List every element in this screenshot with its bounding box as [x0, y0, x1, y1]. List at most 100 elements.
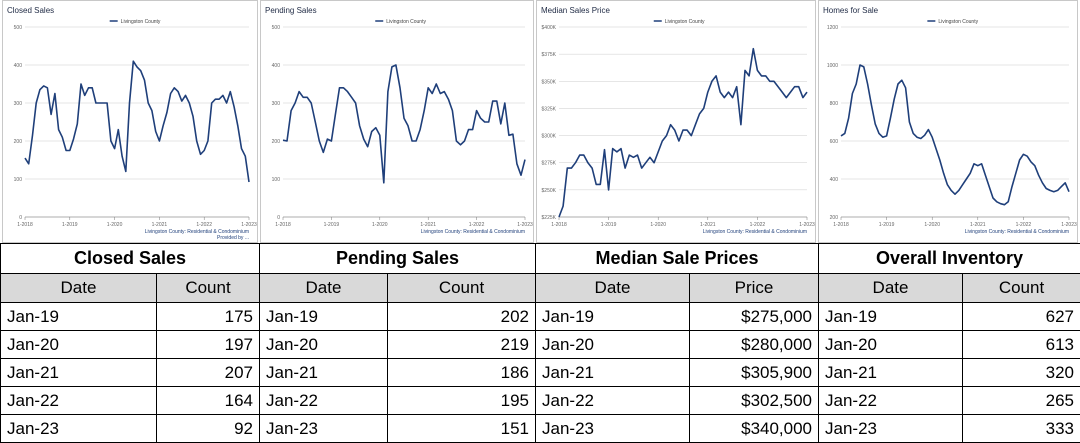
value-cell: 202 [388, 303, 536, 331]
date-cell: Jan-21 [260, 359, 388, 387]
value-cell: $340,000 [690, 415, 819, 443]
column-header: Date [819, 274, 963, 303]
chart-title: Pending Sales [265, 6, 317, 15]
section-title-row: Closed Sales Pending Sales Median Sale P… [1, 244, 1080, 274]
value-cell: 164 [157, 387, 260, 415]
source-note: Livingston County: Residential & Condomi… [421, 229, 525, 235]
date-cell: Jan-22 [819, 387, 963, 415]
y-tick-label: $225K [542, 215, 557, 221]
chart-title: Homes for Sale [823, 6, 879, 15]
table-row: Jan-20 197 Jan-20 219 Jan-20 $280,000 Ja… [1, 331, 1080, 359]
column-header: Price [690, 274, 819, 303]
date-cell: Jan-19 [819, 303, 963, 331]
y-tick-label: $300K [542, 134, 557, 140]
column-header: Date [260, 274, 388, 303]
y-tick-label: $350K [542, 79, 557, 85]
x-tick-label: 1-2018 [17, 222, 33, 228]
value-cell: 197 [157, 331, 260, 359]
source-note: Livingston County: Residential & Condomi… [703, 229, 807, 235]
column-header: Count [388, 274, 536, 303]
y-tick-label: $250K [542, 188, 557, 194]
y-tick-label: 200 [14, 139, 23, 145]
column-header-row: Date Count Date Count Date Price Date Co… [1, 274, 1080, 303]
value-cell: $302,500 [690, 387, 819, 415]
legend-label: Livingston County [121, 19, 161, 25]
date-cell: Jan-20 [1, 331, 157, 359]
section-title: Overall Inventory [819, 244, 1080, 274]
y-tick-label: 300 [14, 101, 23, 107]
x-tick-label: 1-2019 [601, 222, 617, 228]
section-title: Median Sale Prices [536, 244, 819, 274]
x-tick-label: 1-2018 [551, 222, 567, 228]
section-title: Closed Sales [1, 244, 260, 274]
series-line [559, 49, 807, 217]
y-tick-label: 200 [830, 215, 839, 221]
x-tick-label: 1-2019 [324, 222, 340, 228]
value-cell: 627 [963, 303, 1080, 331]
y-tick-label: 200 [272, 139, 281, 145]
y-tick-label: 100 [272, 177, 281, 183]
x-tick-label: 1-2023 [1061, 222, 1077, 228]
date-cell: Jan-23 [536, 415, 690, 443]
x-tick-label: 1-2018 [275, 222, 291, 228]
legend-label: Livingston County [938, 19, 978, 25]
date-cell: Jan-22 [260, 387, 388, 415]
x-tick-label: 1-2018 [833, 222, 849, 228]
y-tick-label: 800 [830, 101, 839, 107]
series-line [25, 61, 249, 182]
x-tick-label: 1-2022 [196, 222, 212, 228]
y-tick-label: 500 [14, 25, 23, 31]
y-tick-label: 300 [272, 101, 281, 107]
x-tick-label: 1-2022 [469, 222, 485, 228]
x-tick-label: 1-2021 [970, 222, 986, 228]
table-row: Jan-23 92 Jan-23 151 Jan-23 $340,000 Jan… [1, 415, 1080, 443]
x-tick-label: 1-2020 [107, 222, 123, 228]
column-header: Date [1, 274, 157, 303]
date-cell: Jan-20 [819, 331, 963, 359]
date-cell: Jan-22 [536, 387, 690, 415]
x-tick-label: 1-2019 [879, 222, 895, 228]
series-line [841, 65, 1069, 205]
legend-label: Livingston County [386, 19, 426, 25]
value-cell: $280,000 [690, 331, 819, 359]
summary-table: Closed Sales Pending Sales Median Sale P… [0, 243, 1080, 443]
value-cell: $305,900 [690, 359, 819, 387]
value-cell: 613 [963, 331, 1080, 359]
x-tick-label: 1-2020 [650, 222, 666, 228]
chart-title: Closed Sales [7, 6, 54, 15]
date-cell: Jan-19 [536, 303, 690, 331]
y-tick-label: $400K [542, 25, 557, 31]
x-tick-label: 1-2020 [372, 222, 388, 228]
y-tick-label: 1000 [827, 63, 838, 69]
column-header: Date [536, 274, 690, 303]
value-cell: 219 [388, 331, 536, 359]
y-tick-label: 400 [272, 63, 281, 69]
date-cell: Jan-23 [1, 415, 157, 443]
source-note: Livingston County: Residential & Condomi… [965, 229, 1069, 235]
source-note: Provided by ... [217, 235, 249, 241]
x-tick-label: 1-2023 [517, 222, 533, 228]
y-tick-label: $275K [542, 161, 557, 167]
y-tick-label: 400 [14, 63, 23, 69]
value-cell: 265 [963, 387, 1080, 415]
value-cell: 175 [157, 303, 260, 331]
x-tick-label: 1-2021 [420, 222, 436, 228]
date-cell: Jan-23 [819, 415, 963, 443]
y-tick-label: $325K [542, 106, 557, 112]
table-row: Jan-22 164 Jan-22 195 Jan-22 $302,500 Ja… [1, 387, 1080, 415]
date-cell: Jan-21 [1, 359, 157, 387]
x-tick-label: 1-2023 [241, 222, 257, 228]
y-tick-label: $375K [542, 52, 557, 58]
x-tick-label: 1-2022 [750, 222, 766, 228]
date-cell: Jan-21 [819, 359, 963, 387]
table-row: Jan-19 175 Jan-19 202 Jan-19 $275,000 Ja… [1, 303, 1080, 331]
value-cell: 92 [157, 415, 260, 443]
date-cell: Jan-22 [1, 387, 157, 415]
series-line [283, 65, 525, 183]
column-header: Count [157, 274, 260, 303]
value-cell: $275,000 [690, 303, 819, 331]
